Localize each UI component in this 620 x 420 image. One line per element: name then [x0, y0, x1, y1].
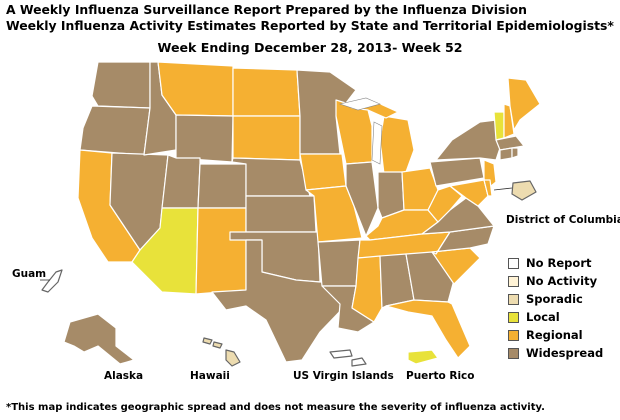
territory-pr[interactable] [407, 349, 439, 365]
legend-item-local: Local [508, 308, 603, 326]
state-ga[interactable] [405, 251, 455, 303]
footnote: *This map indicates geographic spread an… [6, 402, 545, 413]
state-ar[interactable] [317, 239, 361, 287]
puerto-rico-label: Puerto Rico [406, 370, 475, 382]
activity-legend: No Report No Activity Sporadic Local Reg… [508, 254, 603, 362]
state-nd[interactable] [232, 67, 301, 117]
state-wy[interactable] [175, 114, 234, 163]
state-fl[interactable] [385, 299, 471, 359]
dc-label: District of Columbia [506, 214, 620, 226]
legend-label: Regional [526, 328, 583, 342]
state-nm[interactable] [195, 207, 247, 295]
dc-pointer-line [493, 187, 513, 191]
legend-item-regional: Regional [508, 326, 603, 344]
state-ks[interactable] [245, 195, 317, 233]
state-ia[interactable] [299, 153, 347, 191]
lake-michigan [371, 121, 383, 165]
guam-label: Guam [12, 268, 47, 280]
us-virgin-islands-label: US Virgin Islands [293, 370, 394, 382]
state-tx[interactable] [211, 239, 346, 363]
state-ak[interactable] [63, 313, 135, 365]
state-mn[interactable] [296, 69, 357, 155]
state-or[interactable] [79, 105, 151, 156]
legend-label: No Report [526, 256, 592, 270]
legend-item-sporadic: Sporadic [508, 290, 603, 308]
state-vt[interactable] [493, 111, 505, 141]
state-hi-3[interactable] [212, 341, 223, 349]
report-subtitle: Weekly Influenza Activity Estimates Repo… [6, 18, 614, 33]
hawaii-label: Hawaii [190, 370, 230, 382]
territory-guam[interactable] [41, 269, 63, 293]
state-hi[interactable] [225, 349, 241, 367]
state-nh[interactable] [503, 103, 515, 139]
state-ct[interactable] [499, 147, 513, 161]
legend-item-no-report: No Report [508, 254, 603, 272]
territory-dc[interactable] [511, 180, 537, 201]
territory-vi-2[interactable] [351, 357, 367, 367]
state-de[interactable] [483, 179, 493, 197]
week-heading: Week Ending December 28, 2013- Week 52 [157, 40, 463, 55]
legend-label: Widespread [526, 346, 604, 360]
legend-label: No Activity [526, 274, 598, 288]
state-ut[interactable] [161, 154, 201, 209]
swatch-sporadic [508, 293, 519, 305]
state-wv[interactable] [427, 185, 463, 223]
state-ma[interactable] [495, 135, 525, 151]
state-co[interactable] [197, 163, 247, 209]
report-title: A Weekly Influenza Surveillance Report P… [6, 2, 527, 17]
swatch-no-activity [508, 275, 519, 287]
swatch-local [508, 311, 519, 323]
state-mi[interactable] [379, 115, 415, 175]
territory-vi[interactable] [329, 349, 353, 359]
legend-label: Sporadic [526, 292, 583, 306]
state-ny[interactable] [435, 119, 501, 161]
state-hi-2[interactable] [202, 337, 213, 345]
alaska-label: Alaska [104, 370, 144, 382]
state-sd[interactable] [232, 115, 301, 161]
state-md[interactable] [449, 179, 489, 207]
swatch-no-report [508, 257, 519, 269]
lake-superior [338, 97, 381, 111]
legend-item-no-activity: No Activity [508, 272, 603, 290]
state-wa[interactable] [91, 61, 151, 109]
legend-item-widespread: Widespread [508, 344, 603, 362]
swatch-widespread [508, 347, 519, 359]
state-ri[interactable] [511, 147, 519, 159]
state-me[interactable] [507, 77, 541, 131]
legend-label: Local [526, 310, 560, 324]
swatch-regional [508, 329, 519, 341]
